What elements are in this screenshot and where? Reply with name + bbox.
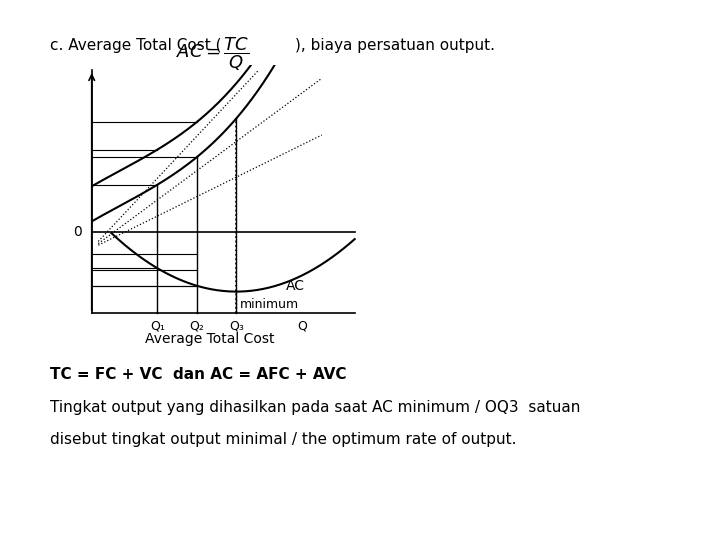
Text: Q: Q [297,320,307,333]
Text: disebut tingkat output minimal / the optimum rate of output.: disebut tingkat output minimal / the opt… [50,432,517,447]
Text: AC: AC [286,279,305,293]
Text: ), biaya persatuan output.: ), biaya persatuan output. [295,38,495,53]
Text: Q₁: Q₁ [150,320,165,333]
Text: Q₃: Q₃ [229,320,244,333]
Text: minimum: minimum [240,298,299,310]
Text: Tingkat output yang dihasilkan pada saat AC minimum / OQ3  satuan: Tingkat output yang dihasilkan pada saat… [50,400,581,415]
Text: c. Average Total Cost (: c. Average Total Cost ( [50,38,232,53]
Text: Average Total Cost: Average Total Cost [145,332,275,346]
Text: TC = FC + VC  dan AC = AFC + AVC: TC = FC + VC dan AC = AFC + AVC [50,367,347,382]
Text: $\mathit{AC} = \dfrac{TC}{Q}$: $\mathit{AC} = \dfrac{TC}{Q}$ [176,35,250,73]
Text: 0: 0 [73,225,82,239]
Text: Q₂: Q₂ [189,320,204,333]
